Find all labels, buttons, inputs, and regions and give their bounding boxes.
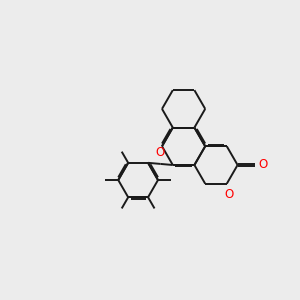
Text: O: O	[155, 146, 164, 159]
Text: O: O	[225, 188, 234, 201]
Text: O: O	[258, 158, 268, 172]
